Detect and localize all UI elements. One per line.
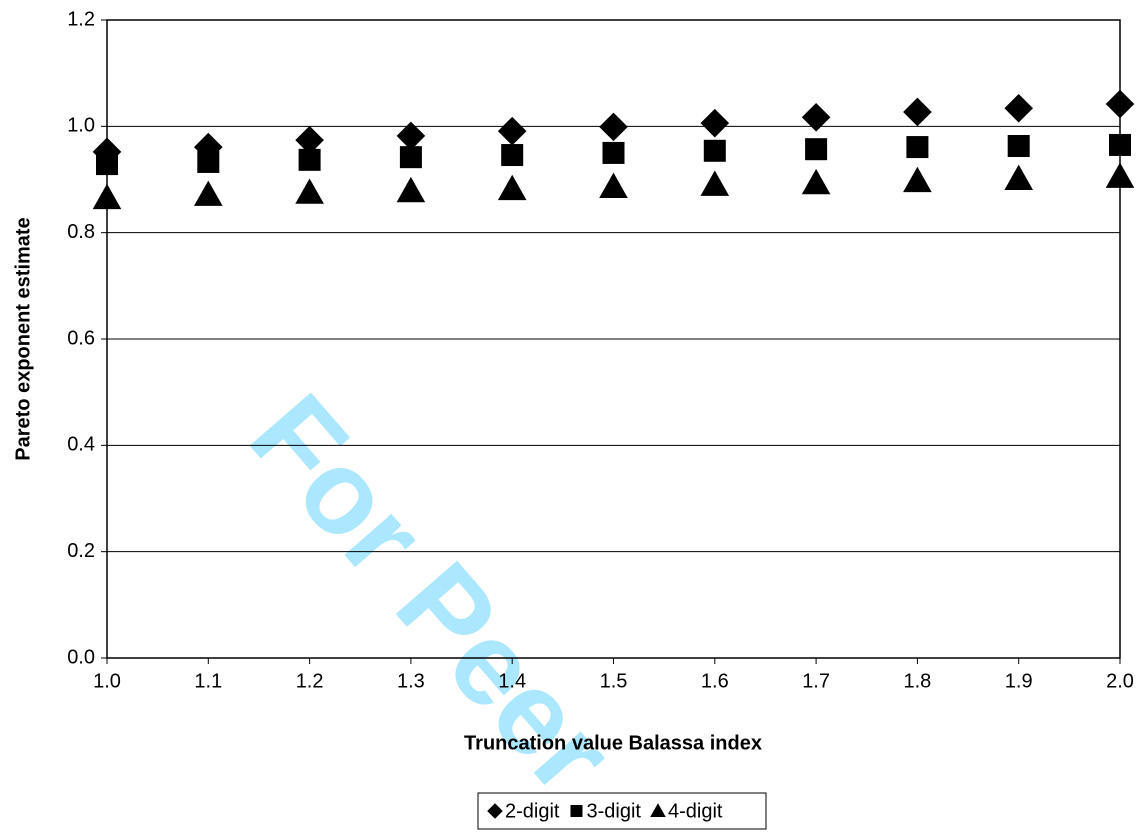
legend-box	[477, 792, 767, 830]
legend-marker	[570, 805, 583, 817]
x-tick-label: 1.7	[802, 670, 830, 692]
y-tick-label: 0.6	[67, 327, 95, 349]
point	[703, 139, 726, 162]
point	[295, 125, 324, 155]
point	[298, 148, 321, 171]
point	[197, 150, 220, 173]
point	[700, 108, 730, 138]
point	[602, 141, 625, 164]
point	[700, 170, 730, 196]
point	[805, 138, 828, 161]
point	[903, 97, 932, 127]
point	[396, 121, 426, 151]
x-axis-title: Truncation value Balassa index	[464, 732, 762, 754]
x-tick-label: 1.5	[600, 670, 628, 692]
point	[906, 136, 929, 159]
y-tick-label: 1.2	[67, 8, 95, 30]
y-axis-title: Pareto exponent estimate	[12, 217, 34, 460]
point	[1105, 89, 1135, 119]
x-tick-label: 1.3	[397, 670, 425, 692]
legend-marker	[487, 803, 503, 819]
point	[399, 146, 422, 169]
point	[92, 183, 122, 210]
x-tick-label: 1.9	[1005, 670, 1033, 692]
y-tick-label: 0.8	[67, 221, 95, 243]
point	[801, 168, 831, 195]
point	[194, 180, 223, 206]
point	[497, 116, 527, 146]
point	[497, 174, 527, 201]
legend-label: 2-digit	[505, 800, 560, 822]
point	[1109, 133, 1131, 156]
y-tick-label: 0.0	[67, 646, 95, 668]
x-tick-label: 1.2	[296, 670, 324, 692]
point	[599, 112, 628, 142]
point	[295, 178, 324, 204]
x-tick-label: 1.1	[194, 670, 222, 692]
point	[599, 172, 628, 198]
point	[96, 153, 118, 176]
point	[501, 144, 524, 167]
point	[1007, 135, 1030, 158]
y-tick-label: 0.2	[67, 540, 95, 562]
legend-marker	[650, 803, 666, 817]
legend-label: 4-digit	[668, 800, 723, 822]
point	[1004, 93, 1033, 123]
x-tick-label: 1.4	[498, 670, 526, 692]
x-tick-label: 1.6	[701, 670, 729, 692]
point	[396, 176, 426, 203]
x-tick-label: 1.0	[93, 670, 121, 692]
point	[1004, 164, 1033, 190]
legend-label: 3-digit	[586, 800, 641, 822]
x-tick-label: 1.8	[903, 670, 931, 692]
point	[801, 102, 831, 132]
y-tick-label: 0.4	[67, 434, 95, 456]
point	[1105, 162, 1135, 188]
x-tick-label: 2.0	[1106, 670, 1134, 692]
y-tick-label: 1.0	[67, 115, 95, 137]
point	[903, 166, 932, 193]
